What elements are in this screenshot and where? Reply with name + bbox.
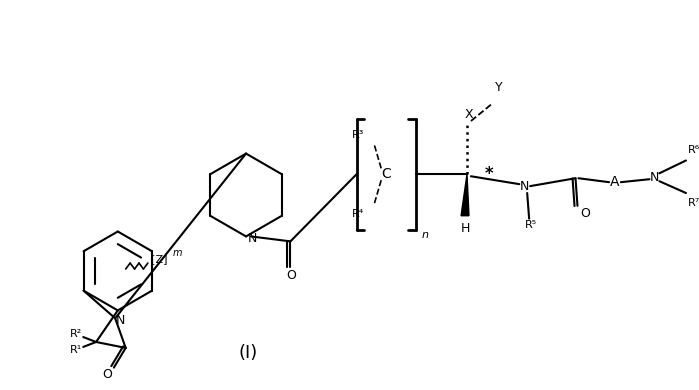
Text: O: O bbox=[102, 368, 112, 381]
Text: O: O bbox=[580, 207, 591, 220]
Text: R⁶: R⁶ bbox=[688, 145, 699, 154]
Text: N: N bbox=[650, 171, 659, 184]
Text: R⁷: R⁷ bbox=[688, 198, 699, 208]
Text: *: * bbox=[484, 165, 493, 183]
Text: [Z]: [Z] bbox=[151, 254, 168, 264]
Polygon shape bbox=[461, 174, 469, 216]
Text: n: n bbox=[422, 230, 429, 241]
Text: X: X bbox=[465, 108, 473, 121]
Text: R⁵: R⁵ bbox=[525, 220, 537, 230]
Text: (I): (I) bbox=[238, 344, 258, 362]
Text: C: C bbox=[381, 167, 391, 181]
Text: R¹: R¹ bbox=[70, 345, 82, 355]
Text: R³: R³ bbox=[352, 130, 365, 140]
Text: R²: R² bbox=[70, 329, 82, 339]
Text: N: N bbox=[248, 232, 258, 245]
Text: R⁴: R⁴ bbox=[352, 209, 365, 219]
Text: O: O bbox=[287, 269, 296, 282]
Text: Y: Y bbox=[495, 81, 503, 94]
Text: A: A bbox=[610, 175, 620, 189]
Text: m: m bbox=[172, 248, 182, 258]
Text: H: H bbox=[461, 222, 470, 235]
Text: N: N bbox=[519, 180, 529, 193]
Text: N: N bbox=[115, 314, 125, 327]
